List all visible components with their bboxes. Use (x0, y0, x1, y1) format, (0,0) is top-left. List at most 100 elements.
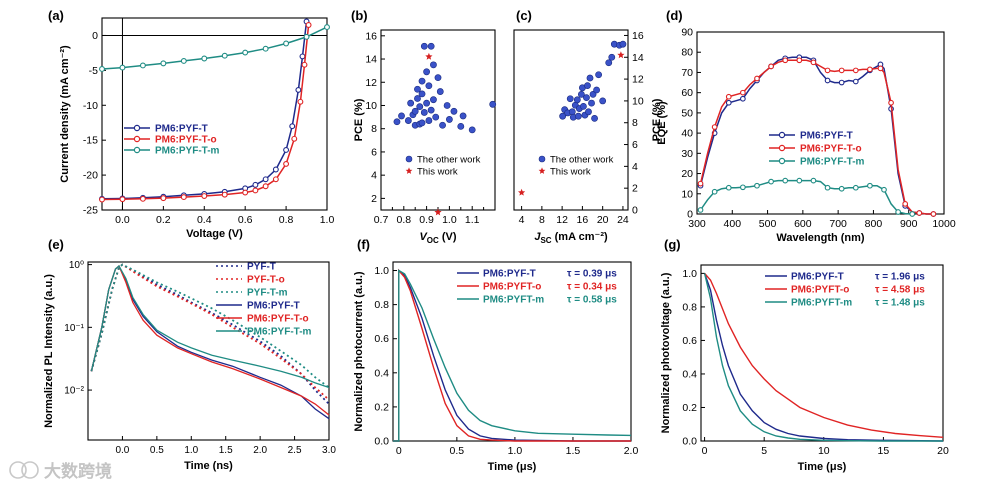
legend-marker (778, 131, 786, 139)
data-point (867, 66, 873, 73)
legend-tau: τ = 0.34 μs (567, 282, 617, 293)
data-point-this-work (617, 51, 625, 59)
watermark-text: 大数跨境 (44, 461, 112, 481)
x-tick-label: 1.5 (219, 445, 233, 456)
legend-tau: τ = 0.39 μs (567, 269, 617, 280)
x-tick-label: 2.0 (253, 445, 267, 456)
data-point-other-work (423, 68, 430, 76)
data-point (303, 33, 310, 40)
series-line-PM6:PYF-T-m (90, 264, 330, 389)
data-point-other-work (425, 82, 433, 90)
series-line-PM6:PYF-T-o (101, 24, 310, 201)
y-axis-title: PCE (%) (353, 98, 365, 141)
series-line-PM6:PYFT-o (704, 272, 944, 438)
x-tick-label: 0.8 (279, 214, 294, 226)
x-tick-label: 15 (878, 445, 890, 457)
y-axis-title: Normalized photocurrent (a.u.) (353, 271, 365, 431)
data-point (262, 183, 269, 190)
data-point (252, 187, 259, 194)
x-tick-label: 0 (702, 445, 708, 457)
x-tick-label: 900 (900, 218, 918, 230)
data-point (139, 62, 146, 69)
y-tick-label: 12 (632, 74, 644, 86)
y-tick-label: 0 (92, 30, 98, 42)
legend-label: PYF-T-o (247, 275, 285, 286)
data-point (180, 194, 187, 201)
x-tick-label: 20 (937, 445, 949, 457)
x-axis-title: Voltage (V) (186, 228, 243, 240)
panel-label: (b) (351, 8, 368, 23)
data-point-other-work (583, 94, 590, 102)
y-tick-label: -20 (83, 170, 98, 182)
y-tick-label: 0.6 (682, 335, 697, 347)
panel-label: (e) (48, 237, 64, 252)
panel-label: (c) (516, 8, 532, 23)
chart-panel-a: 0.0 0.2 0.4 0.6 0.8 1.0 0 -5 -10 -15 -20 -25 PM6:PYF… (48, 8, 334, 240)
data-point-this-work (425, 52, 433, 60)
data-point (725, 99, 732, 106)
x-tick-label: 0.7 (374, 214, 389, 226)
data-point (221, 191, 228, 198)
data-point (283, 147, 290, 153)
y-tick-label: 10 (632, 95, 644, 107)
series-line-PM6:PYF-T-o (90, 264, 330, 416)
data-point (852, 78, 859, 85)
x-axis-title-main: J (534, 231, 541, 243)
data-point (810, 177, 817, 184)
data-point-other-work (416, 103, 424, 111)
data-point-other-work (445, 116, 453, 123)
y-tick-label: 2 (371, 193, 377, 205)
plot-frame (87, 261, 330, 441)
data-point-other-work (589, 90, 597, 98)
data-point-other-work (585, 108, 592, 116)
y-tick-label: -25 (83, 205, 98, 217)
data-point (139, 195, 146, 202)
x-tick-label: 16 (577, 214, 589, 226)
data-point-other-work (591, 114, 598, 122)
x-tick-label: 1.0 (508, 445, 523, 457)
y-tick-label: 0.0 (374, 436, 389, 448)
data-point-other-work (580, 102, 587, 110)
x-tick-label: 0.6 (238, 214, 253, 226)
data-point (838, 185, 845, 192)
legend-tau: τ = 0.58 μs (567, 295, 617, 306)
legend-tau: τ = 1.48 μs (875, 298, 925, 309)
y-axis-title: Current density (mA cm⁻²) (59, 45, 71, 183)
y-tick-label: 50 (681, 107, 693, 119)
panel-label: (a) (48, 8, 64, 23)
series-line-PYF-T-m (90, 263, 330, 389)
data-point (725, 93, 732, 100)
legend-label: PM6:PYF-T-o (247, 314, 309, 325)
legend-marker (538, 167, 546, 174)
y-axis-title: PCE (%) (651, 98, 663, 141)
y-tick-label: 70 (681, 67, 693, 79)
data-point-other-work (432, 113, 440, 121)
data-point (881, 186, 887, 193)
data-point (768, 63, 774, 70)
y-tick-label: 0 (687, 209, 693, 221)
x-tick-label: 1.5 (566, 445, 581, 457)
data-point-other-work (407, 99, 415, 107)
y-tick-label: 14 (365, 54, 377, 66)
x-axis-title: Time (μs) (798, 461, 847, 473)
data-point (272, 166, 279, 173)
y-tick-label: 0.4 (682, 368, 697, 380)
data-point (902, 201, 909, 207)
data-point-other-work (436, 88, 444, 95)
data-point (740, 184, 746, 191)
data-point-other-work (430, 61, 437, 69)
data-point (262, 176, 269, 183)
watermark-logo-icon (9, 461, 27, 479)
panel-label: (d) (666, 8, 683, 23)
data-point-other-work (427, 42, 435, 50)
data-point-other-work (418, 90, 426, 98)
data-point (824, 67, 831, 74)
data-point-other-work (404, 117, 412, 124)
series-line-PM6:PYF-T (101, 21, 308, 200)
data-point (711, 124, 718, 130)
x-tick-label: 2.5 (288, 445, 302, 456)
plot-frame (696, 31, 945, 215)
x-tick-label: 0.8 (396, 214, 411, 226)
data-point (740, 95, 746, 102)
